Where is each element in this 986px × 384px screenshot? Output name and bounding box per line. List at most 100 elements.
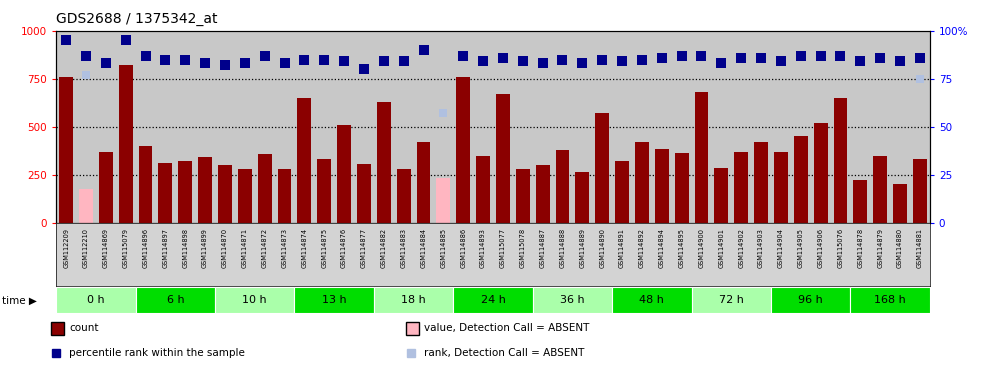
Bar [476, 156, 490, 223]
Bar [596, 113, 609, 223]
Bar [516, 169, 529, 223]
Text: GSM114889: GSM114889 [580, 228, 586, 268]
Bar [612, 287, 691, 313]
Text: 96 h: 96 h [799, 295, 823, 305]
Bar [853, 180, 868, 223]
Bar [159, 163, 173, 223]
Bar [136, 287, 215, 313]
Bar [874, 156, 887, 223]
Bar [317, 159, 331, 223]
Bar [893, 184, 907, 223]
Text: GSM114893: GSM114893 [480, 228, 486, 268]
Bar [771, 287, 850, 313]
Bar [913, 184, 927, 223]
Text: GSM114883: GSM114883 [400, 228, 406, 268]
Text: 13 h: 13 h [321, 295, 346, 305]
Text: GSM114899: GSM114899 [202, 228, 208, 268]
Text: 36 h: 36 h [560, 295, 585, 305]
Text: GSM114880: GSM114880 [897, 228, 903, 268]
Text: GSM115076: GSM115076 [837, 228, 843, 268]
Bar [774, 152, 788, 223]
Bar [215, 287, 295, 313]
Text: GSM114881: GSM114881 [917, 228, 923, 268]
Bar [715, 168, 729, 223]
Bar [139, 146, 153, 223]
Bar [694, 92, 708, 223]
Bar [416, 142, 431, 223]
Bar [655, 149, 669, 223]
Text: GSM114870: GSM114870 [222, 228, 228, 268]
Bar [635, 142, 649, 223]
Bar [754, 142, 768, 223]
Text: GSM114906: GSM114906 [817, 228, 823, 268]
Bar [118, 65, 133, 223]
Bar [496, 94, 510, 223]
Text: 24 h: 24 h [480, 295, 506, 305]
Text: GSM114876: GSM114876 [341, 228, 347, 268]
Text: GSM114892: GSM114892 [639, 228, 645, 268]
Text: GSM114897: GSM114897 [163, 228, 169, 268]
Bar [337, 125, 351, 223]
Text: GSM114888: GSM114888 [559, 228, 566, 268]
Text: GSM112209: GSM112209 [63, 228, 69, 268]
Text: GSM114879: GSM114879 [878, 228, 883, 268]
Text: GSM114904: GSM114904 [778, 228, 784, 268]
Bar [257, 154, 271, 223]
Text: GSM114900: GSM114900 [698, 228, 704, 268]
Bar [437, 177, 451, 223]
Text: GSM114898: GSM114898 [182, 228, 188, 268]
Bar [396, 169, 410, 223]
Bar [555, 150, 570, 223]
Text: GSM115079: GSM115079 [122, 228, 129, 268]
Text: GSM114903: GSM114903 [758, 228, 764, 268]
Bar [735, 152, 748, 223]
Text: GSM114895: GSM114895 [678, 228, 684, 268]
Text: time ▶: time ▶ [2, 295, 36, 305]
Text: GSM114894: GSM114894 [659, 228, 665, 268]
Text: 168 h: 168 h [875, 295, 906, 305]
Bar [139, 176, 153, 223]
Text: GSM114875: GSM114875 [321, 228, 327, 268]
Bar [454, 287, 532, 313]
Text: percentile rank within the sample: percentile rank within the sample [69, 348, 245, 358]
Text: GSM114902: GSM114902 [739, 228, 744, 268]
Text: GSM114882: GSM114882 [381, 228, 387, 268]
Text: GSM112210: GSM112210 [83, 228, 89, 268]
Text: GSM115077: GSM115077 [500, 228, 506, 268]
Text: GSM115078: GSM115078 [520, 228, 526, 268]
Bar [532, 287, 612, 313]
Text: GSM114877: GSM114877 [361, 228, 367, 268]
Bar [813, 123, 827, 223]
Text: GSM114872: GSM114872 [261, 228, 267, 268]
Bar [535, 165, 549, 223]
Text: GSM114871: GSM114871 [242, 228, 247, 268]
Bar [377, 102, 390, 223]
Bar [238, 169, 251, 223]
Text: count: count [69, 323, 99, 333]
Text: 6 h: 6 h [167, 295, 184, 305]
Text: 18 h: 18 h [401, 295, 426, 305]
Text: 0 h: 0 h [87, 295, 105, 305]
Text: GSM114896: GSM114896 [143, 228, 149, 268]
Text: GSM114884: GSM114884 [420, 228, 427, 268]
Bar [576, 172, 590, 223]
Text: GSM114886: GSM114886 [460, 228, 466, 268]
Bar [913, 159, 927, 223]
Text: GSM114890: GSM114890 [599, 228, 605, 268]
Text: rank, Detection Call = ABSENT: rank, Detection Call = ABSENT [424, 348, 585, 358]
Bar [691, 287, 771, 313]
Bar [794, 136, 808, 223]
Bar [850, 287, 930, 313]
Text: GSM114891: GSM114891 [619, 228, 625, 268]
Text: 10 h: 10 h [243, 295, 267, 305]
Bar [56, 287, 136, 313]
Text: GDS2688 / 1375342_at: GDS2688 / 1375342_at [56, 12, 218, 25]
Bar [833, 98, 847, 223]
Bar [457, 77, 470, 223]
Bar [674, 152, 688, 223]
Text: GSM114885: GSM114885 [441, 228, 447, 268]
Text: GSM114878: GSM114878 [857, 228, 864, 268]
Text: GSM114869: GSM114869 [103, 228, 108, 268]
Text: 48 h: 48 h [639, 295, 665, 305]
Text: GSM114873: GSM114873 [282, 228, 288, 268]
